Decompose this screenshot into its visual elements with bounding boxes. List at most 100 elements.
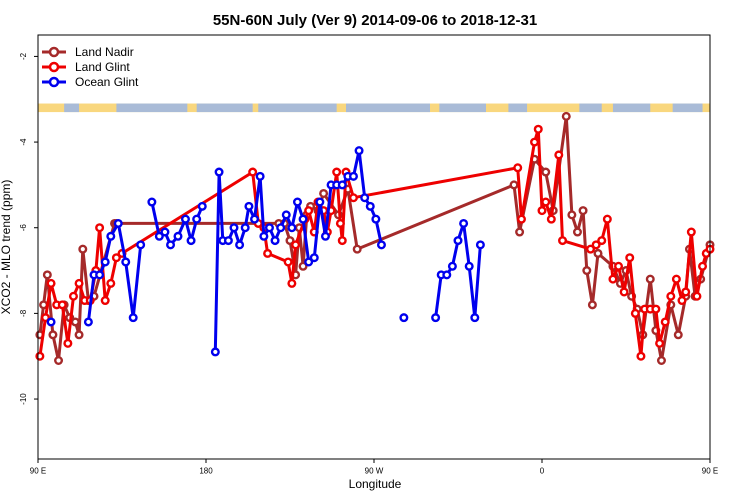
data-point [671,274,681,284]
data-point [285,236,295,246]
data-point [587,300,597,310]
data-point [74,278,84,288]
data-point [95,270,105,280]
data-point [42,270,52,280]
data-point [46,278,56,288]
data-point [442,270,452,280]
data-point [619,287,629,297]
data-point [136,240,146,250]
legend-label: Land Nadir [75,45,134,59]
y-axis: -2 -4 -6 -8 -10 [19,52,38,405]
data-point [516,214,526,224]
data-point [464,261,474,271]
data-point [128,313,138,323]
data-point [235,240,245,250]
legend-item: Land Nadir [42,45,134,59]
data-point [655,338,665,348]
legend-item: Land Glint [42,60,130,74]
data-point [376,240,386,250]
mask-band-ocean-segment [612,103,651,113]
data-point [546,214,556,224]
legend-swatch-marker [48,61,60,73]
data-point [248,167,258,177]
legend-label: Ocean Glint [75,75,139,89]
data-point [263,248,273,258]
legend-swatch-marker [48,76,60,88]
data-point [593,248,603,258]
data-point [515,227,525,237]
data-point [352,244,362,254]
data-point [147,197,157,207]
data-point [197,201,207,211]
data-point [681,287,691,297]
data-point [645,274,655,284]
series-land-glint [35,124,715,361]
data-point [259,231,269,241]
data-point [100,257,110,267]
data-point [453,236,463,246]
data-point [651,304,661,314]
data-point [513,163,523,173]
data-point [686,227,696,237]
data-point [332,167,342,177]
data-point [229,223,239,233]
data-point [597,236,607,246]
data-point [348,193,358,203]
data-point [319,188,329,198]
series-line [86,149,482,352]
data-point [287,223,297,233]
mask-band-ocean-segment [439,103,486,113]
data-point [447,261,457,271]
data-point [192,214,202,224]
data-point [223,236,233,246]
data-point [46,317,56,327]
mask-band-ocean-segment [196,103,253,113]
data-point [214,167,224,177]
data-point [475,240,485,250]
data-point [83,317,93,327]
x-tick-label: 0 [540,467,545,476]
data-point [666,291,676,301]
data-point [431,313,441,323]
data-point [614,261,624,271]
data-point [173,231,183,241]
data-point [470,313,480,323]
data-point [186,236,196,246]
data-point [304,206,314,216]
x-tick-label: 90 W [365,467,384,476]
data-point [291,240,301,250]
data-point [558,236,568,246]
data-point [360,193,370,203]
data-point [677,296,687,306]
data-point [698,261,708,271]
data-point [365,201,375,211]
y-tick-label: -10 [19,393,28,405]
data-point [582,266,592,276]
data-point [561,111,571,121]
data-point [320,231,330,241]
data-point [276,223,286,233]
legend-label: Land Glint [75,60,130,74]
y-tick-label: -6 [19,224,28,232]
data-point [309,253,319,263]
data-point [287,278,297,288]
mask-band-ocean-segment [64,103,80,113]
legend-item: Ocean Glint [42,75,139,89]
data-point [337,236,347,246]
data-point [371,214,381,224]
land-ocean-mask-band [38,103,710,113]
data-point [121,257,131,267]
chart-title: 55N-60N July (Ver 9) 2014-09-06 to 2018-… [213,12,537,29]
mask-band-ocean-segment [508,103,528,113]
data-point [656,355,666,365]
series-land-nadir [35,111,715,365]
data-point [337,180,347,190]
data-point [57,300,67,310]
mask-band-ocean-segment [116,103,188,113]
data-point [48,330,58,340]
data-point [68,291,78,301]
data-point [244,201,254,211]
data-point [160,227,170,237]
data-point [70,317,80,327]
